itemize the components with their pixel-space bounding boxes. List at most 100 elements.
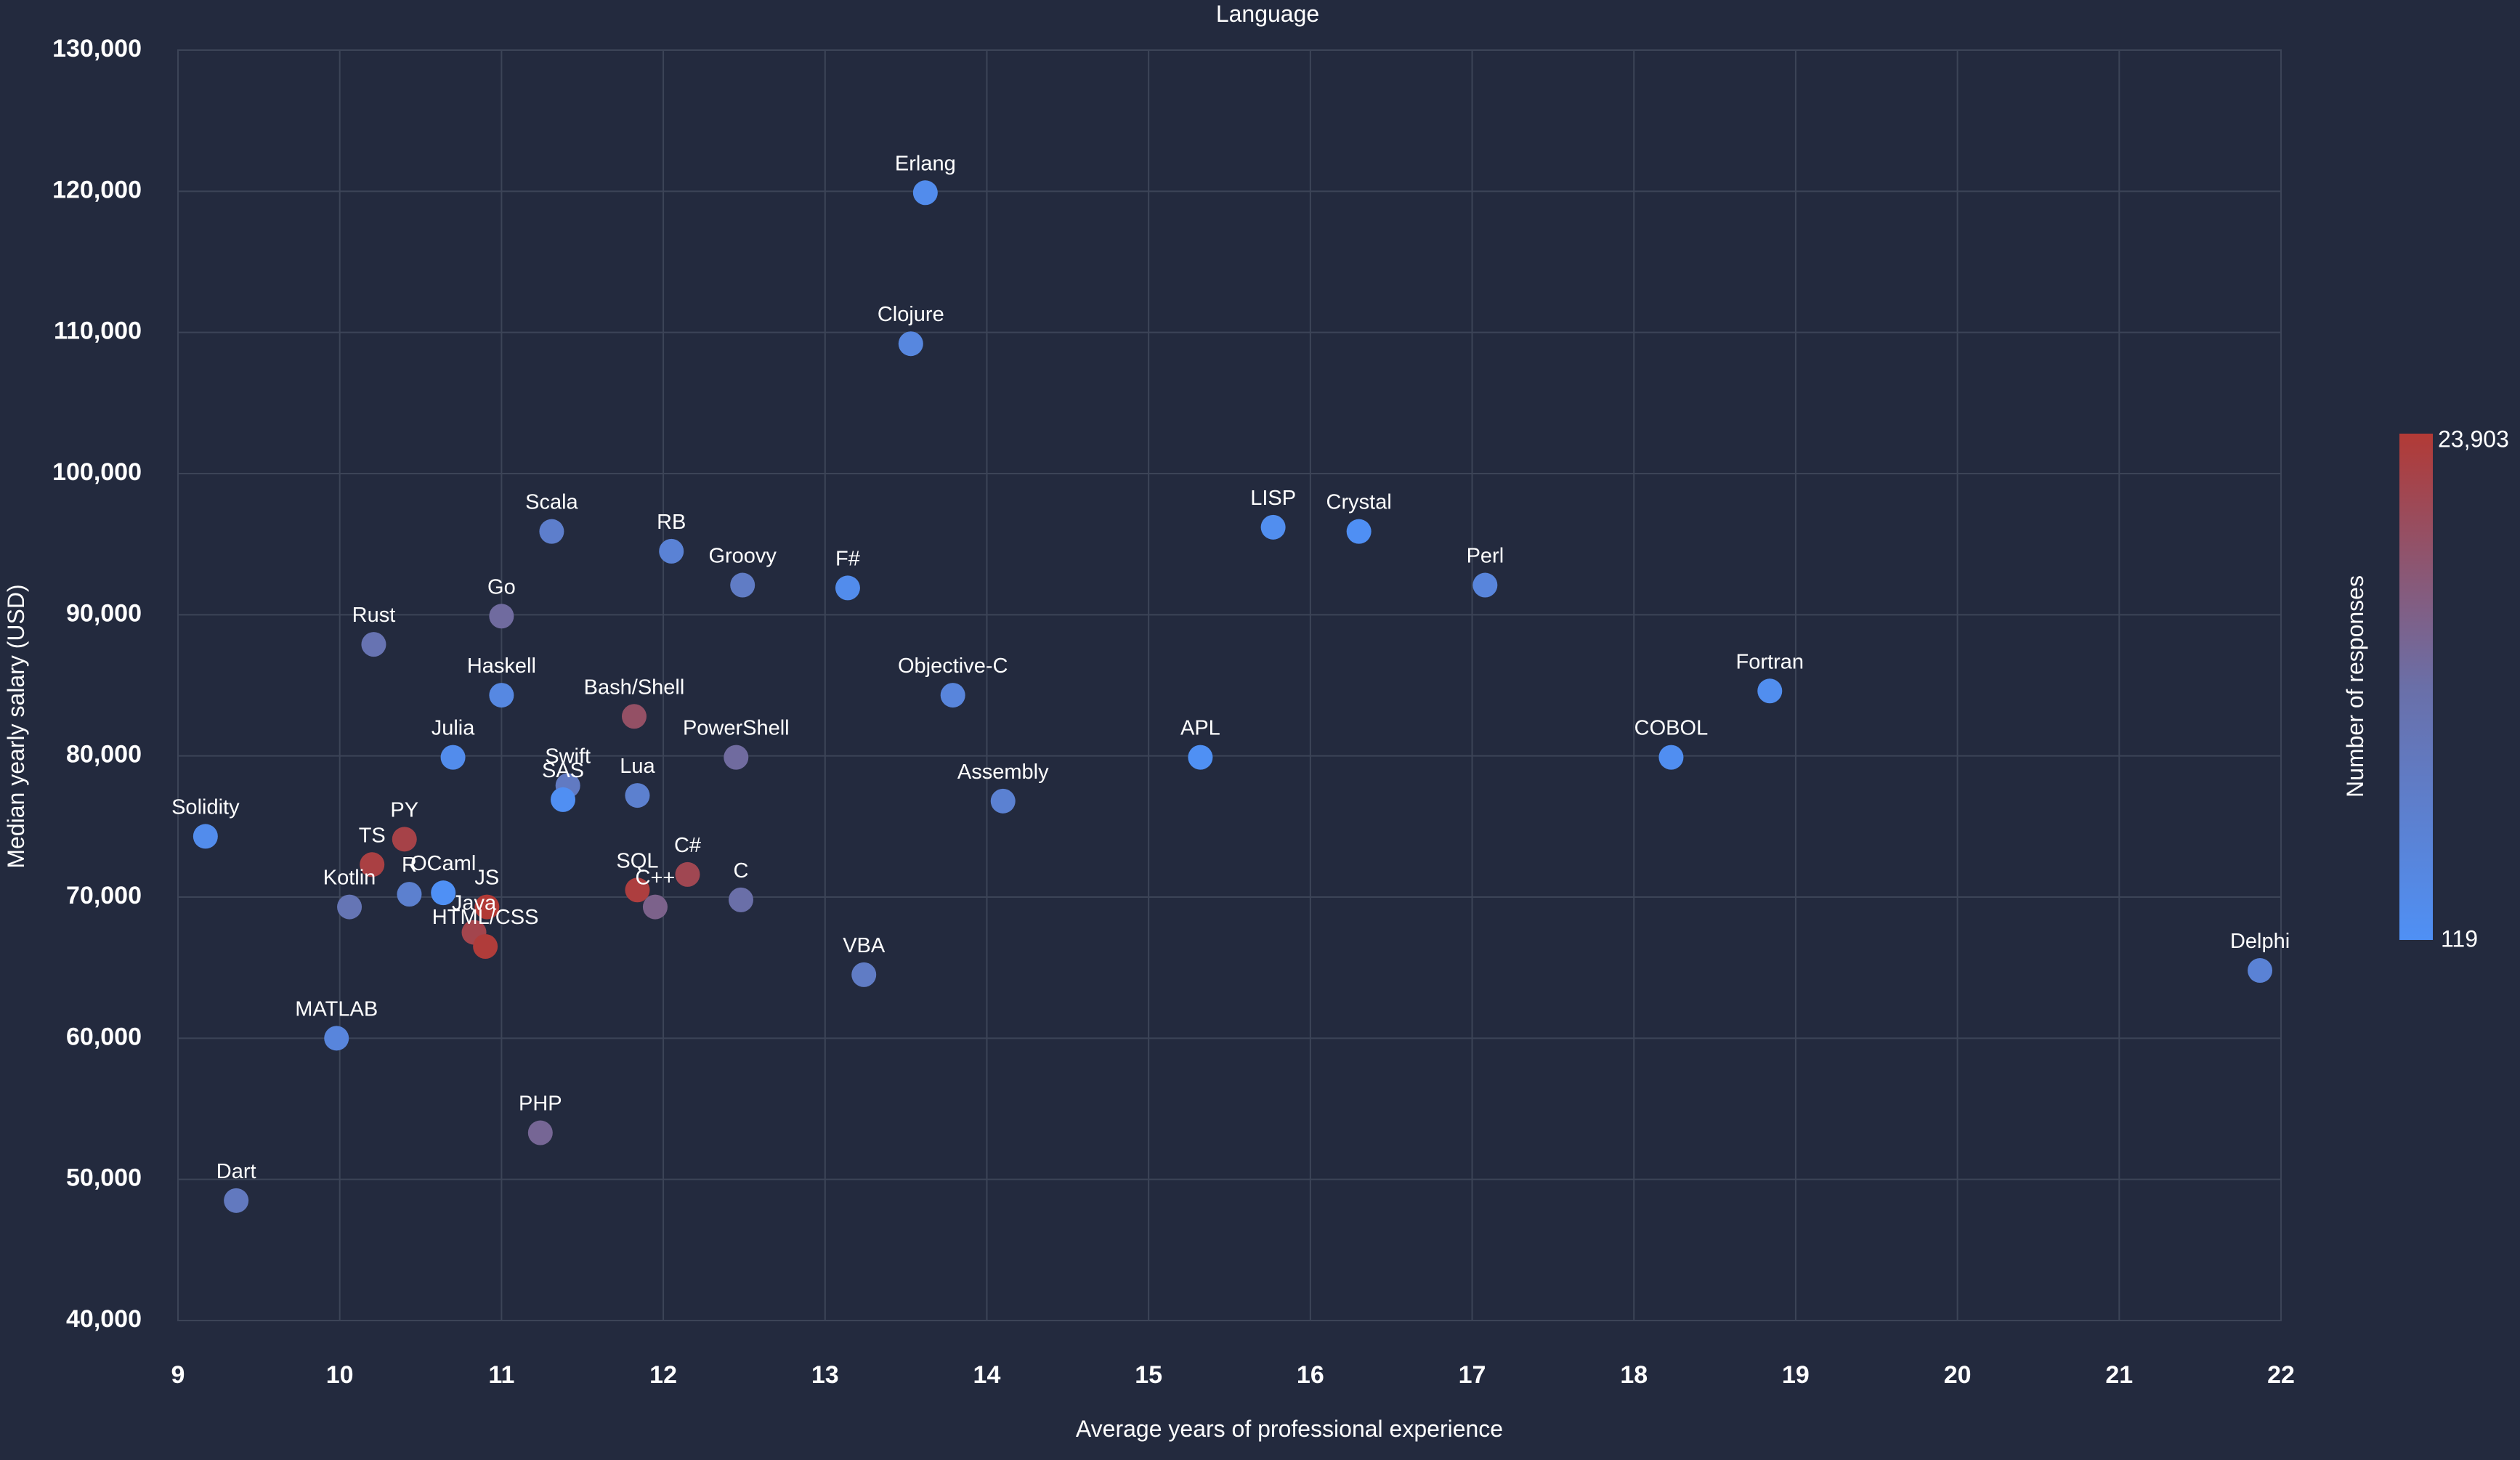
data-point[interactable]: Solidity (171, 795, 240, 849)
point-marker[interactable] (1188, 745, 1213, 770)
point-marker[interactable] (642, 894, 668, 920)
data-point[interactable]: R (397, 853, 422, 907)
x-tick-label: 20 (1944, 1361, 1972, 1389)
data-point[interactable]: LISP (1250, 487, 1296, 540)
data-point[interactable]: Perl (1467, 545, 1504, 598)
data-point[interactable]: Kotlin (323, 867, 376, 920)
point-marker[interactable] (2248, 958, 2273, 984)
data-point[interactable]: PHP (519, 1092, 562, 1145)
point-marker[interactable] (193, 824, 218, 849)
data-point[interactable]: Lua (620, 755, 656, 808)
data-point[interactable]: COBOL (1634, 717, 1709, 770)
data-point[interactable]: Fortran (1736, 650, 1804, 704)
data-point[interactable]: PY (390, 798, 418, 852)
point-marker[interactable] (527, 1120, 553, 1145)
data-point[interactable]: F# (835, 547, 860, 601)
point-marker[interactable] (392, 827, 417, 852)
point-marker[interactable] (659, 538, 684, 564)
point-label: RB (657, 511, 686, 534)
x-tick-label: 10 (326, 1361, 354, 1389)
colorbar-title: Number of responses (2342, 575, 2368, 798)
data-point[interactable]: VBA (843, 934, 886, 987)
point-marker[interactable] (898, 331, 923, 357)
x-tick-label: 11 (488, 1361, 514, 1389)
data-point[interactable]: Haskell (467, 654, 536, 708)
point-marker[interactable] (440, 745, 466, 770)
point-marker[interactable] (489, 683, 514, 708)
point-marker[interactable] (1346, 519, 1372, 544)
data-point[interactable]: APL (1180, 717, 1220, 770)
data-point[interactable]: Delphi (2230, 930, 2290, 984)
data-point[interactable]: Julia (432, 717, 476, 770)
point-marker[interactable] (835, 575, 860, 601)
x-tick-label: 19 (1782, 1361, 1810, 1389)
data-point[interactable]: Scala (525, 491, 579, 544)
point-marker[interactable] (337, 894, 362, 920)
point-marker[interactable] (397, 882, 422, 907)
point-marker[interactable] (473, 934, 498, 960)
y-tick-label: 80,000 (66, 741, 142, 768)
data-point[interactable]: Clojure (878, 303, 944, 357)
point-marker[interactable] (431, 880, 456, 906)
data-point[interactable]: Objective-C (898, 654, 1008, 708)
point-marker[interactable] (224, 1188, 249, 1213)
point-marker[interactable] (539, 519, 564, 544)
data-point[interactable]: Assembly (957, 761, 1049, 814)
data-point[interactable]: C# (674, 834, 701, 887)
data-point[interactable]: Rust (352, 604, 396, 657)
data-point[interactable]: SQL (616, 849, 658, 903)
point-marker[interactable] (940, 683, 965, 708)
data-point[interactable]: Crystal (1326, 491, 1392, 544)
data-point[interactable]: Erlang (895, 152, 956, 206)
point-label: Julia (432, 717, 476, 740)
point-marker[interactable] (851, 962, 877, 987)
point-marker[interactable] (1472, 572, 1498, 598)
data-point[interactable]: Bash/Shell (584, 676, 685, 729)
point-marker[interactable] (489, 604, 514, 629)
data-point[interactable]: JS (474, 867, 500, 920)
point-marker[interactable] (1260, 514, 1286, 540)
point-label: Scala (525, 491, 578, 514)
point-marker[interactable] (625, 783, 650, 808)
x-tick-label: 17 (1459, 1361, 1486, 1389)
y-tick-label: 90,000 (66, 599, 142, 627)
point-marker[interactable] (625, 877, 650, 903)
data-point[interactable]: MATLAB (295, 997, 378, 1051)
point-marker[interactable] (728, 887, 753, 912)
point-label: COBOL (1634, 717, 1709, 740)
data-point[interactable]: HTML/CSS (432, 906, 539, 960)
point-marker[interactable] (990, 788, 1016, 814)
point-marker[interactable] (675, 861, 700, 887)
data-point[interactable]: Java (452, 892, 497, 945)
point-marker[interactable] (551, 787, 576, 812)
grid (177, 49, 2282, 1321)
data-point[interactable]: C++ (636, 867, 676, 920)
point-marker[interactable] (724, 745, 749, 770)
point-label: Bash/Shell (584, 676, 685, 699)
data-point[interactable]: Dart (216, 1160, 256, 1213)
data-point[interactable]: PowerShell (683, 717, 790, 770)
point-marker[interactable] (1757, 678, 1783, 704)
data-point[interactable]: TS (359, 824, 386, 877)
point-marker[interactable] (324, 1026, 349, 1051)
data-point[interactable]: Go (487, 575, 516, 629)
point-label: Swift (545, 745, 591, 768)
x-axis-ticks: 9 10 11 12 13 14 15 16 17 18 19 20 21 22 (171, 1361, 2295, 1389)
point-marker[interactable] (361, 632, 386, 657)
point-marker[interactable] (730, 572, 755, 598)
point-marker[interactable] (912, 180, 938, 206)
data-point[interactable]: Groovy (708, 545, 777, 598)
point-label: VBA (843, 934, 886, 957)
data-point[interactable]: SAS (542, 759, 584, 812)
point-marker[interactable] (360, 852, 385, 877)
y-axis-title: Median yearly salary (USD) (3, 584, 29, 868)
data-point[interactable]: C (728, 859, 753, 912)
point-marker[interactable] (621, 704, 647, 729)
colorbar-min-label: 119 (2441, 925, 2478, 952)
data-point[interactable]: RB (657, 511, 686, 564)
point-label: OCaml (410, 852, 476, 875)
point-marker[interactable] (1658, 745, 1684, 770)
data-point[interactable]: OCaml (410, 852, 476, 906)
point-marker[interactable] (474, 894, 500, 920)
